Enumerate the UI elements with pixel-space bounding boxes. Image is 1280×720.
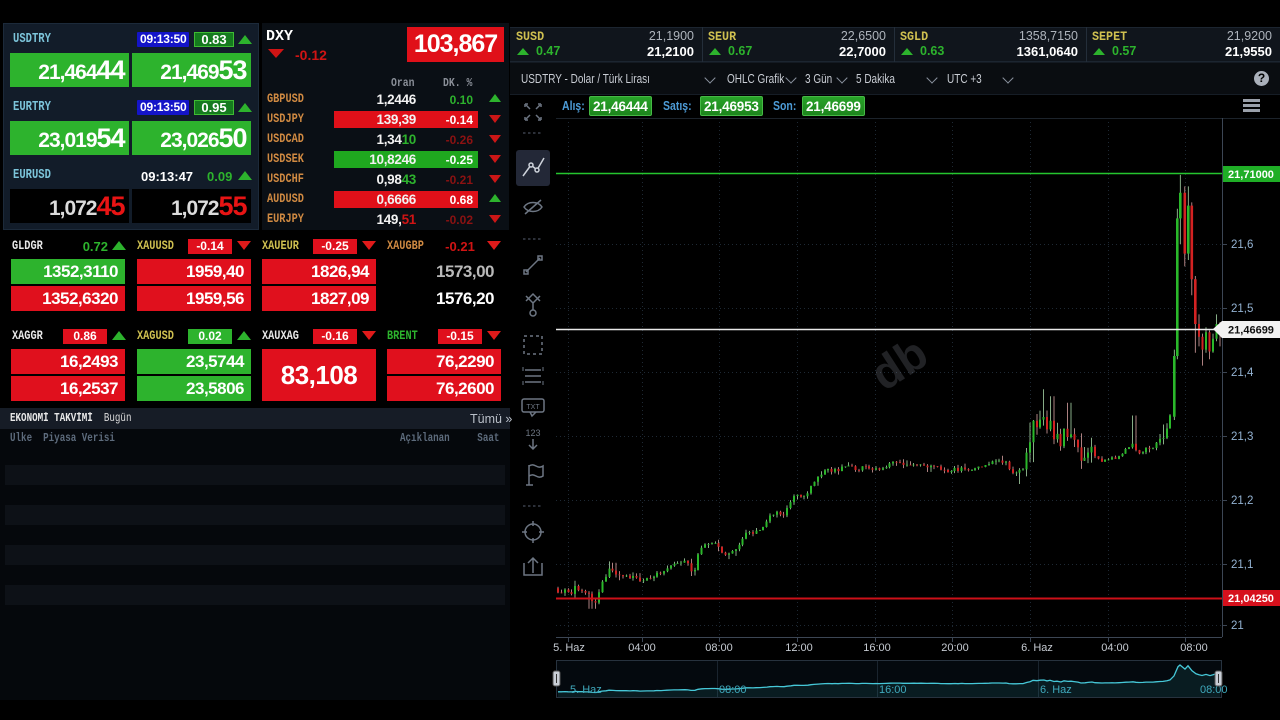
svg-text:21,3: 21,3 <box>1231 431 1253 443</box>
svg-text:12:00: 12:00 <box>785 642 813 654</box>
svg-text:21,4: 21,4 <box>1231 367 1254 379</box>
svg-text:21: 21 <box>1231 620 1244 632</box>
svg-text:21,46699: 21,46699 <box>1228 325 1274 337</box>
svg-text:16:00: 16:00 <box>879 684 907 696</box>
svg-text:08:00: 08:00 <box>719 684 747 696</box>
svg-text:20:00: 20:00 <box>941 642 969 654</box>
svg-text:21,5: 21,5 <box>1231 303 1253 315</box>
svg-text:21,1: 21,1 <box>1231 559 1253 571</box>
svg-text:db: db <box>861 326 936 400</box>
svg-text:TXT: TXT <box>526 404 540 411</box>
svg-text:21,71000: 21,71000 <box>1228 169 1274 181</box>
svg-text:08:00: 08:00 <box>1200 684 1228 696</box>
svg-text:16:00: 16:00 <box>863 642 891 654</box>
svg-text:123: 123 <box>525 428 540 438</box>
svg-text:08:00: 08:00 <box>705 642 733 654</box>
svg-text:21,6: 21,6 <box>1231 239 1253 251</box>
svg-text:6. Haz: 6. Haz <box>1021 642 1053 654</box>
svg-text:5. Haz: 5. Haz <box>570 684 602 696</box>
svg-text:04:00: 04:00 <box>628 642 656 654</box>
svg-text:5. Haz: 5. Haz <box>553 642 585 654</box>
svg-text:21,04250: 21,04250 <box>1228 593 1274 605</box>
svg-text:08:00: 08:00 <box>1180 642 1208 654</box>
svg-text:6. Haz: 6. Haz <box>1040 684 1072 696</box>
svg-text:04:00: 04:00 <box>1101 642 1129 654</box>
svg-text:21,2: 21,2 <box>1231 495 1253 507</box>
